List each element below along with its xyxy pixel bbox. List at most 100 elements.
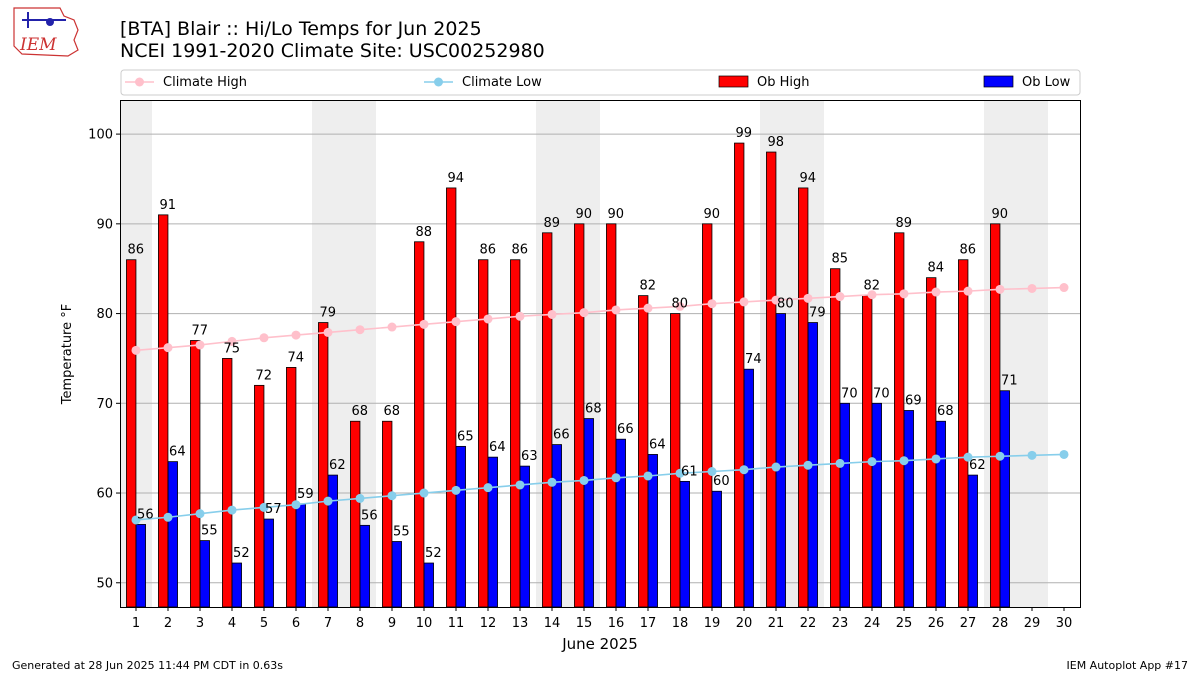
- y-axis-label: Temperature °F: [60, 304, 75, 405]
- climate-low-point-day-21: [771, 462, 781, 472]
- x-tick-label-22: 22: [800, 616, 817, 631]
- bars: [126, 142, 1010, 608]
- climate-high-point-day-17: [643, 303, 653, 313]
- climate-low-point-day-11: [451, 485, 461, 495]
- climate-high-point-day-30: [1059, 283, 1069, 293]
- climate-low-point-day-27: [963, 452, 973, 462]
- x-tick-label-11: 11: [448, 616, 465, 631]
- legend: Climate High Climate Low Ob High Ob Low: [120, 69, 1081, 96]
- climate-high-point-day-18: [675, 301, 685, 311]
- ob-high-label-day-27: 86: [959, 243, 976, 258]
- ob-high-bar-day-26: [926, 277, 937, 608]
- legend-climate-high: Climate High: [125, 75, 247, 90]
- ob-high-label-day-18: 80: [671, 297, 688, 312]
- x-tick-label-10: 10: [416, 616, 433, 631]
- y-gridlines: [120, 133, 1080, 584]
- ob-low-label-day-20: 74: [745, 352, 762, 367]
- climate-high-point-day-29: [1027, 283, 1037, 293]
- ob-low-bar-day-5: [263, 518, 274, 608]
- ob-low-bar-day-28: [999, 390, 1010, 608]
- logo-text: IEM: [19, 35, 57, 55]
- legend-ob-high: Ob High: [718, 75, 810, 90]
- ob-high-bar-day-5: [254, 384, 265, 608]
- climate-high-point-day-15: [579, 308, 589, 318]
- legend-ob-low: Ob Low: [983, 75, 1071, 90]
- x-tick-label-2: 2: [164, 616, 172, 631]
- ob-high-label-day-1: 86: [127, 243, 144, 258]
- ob-high-label-day-20: 99: [735, 126, 752, 141]
- ob-high-bar-day-9: [382, 420, 393, 608]
- climate-low-point-day-4: [227, 505, 237, 515]
- ob-high-bar-day-20: [734, 142, 745, 608]
- ob-low-label-day-6: 59: [297, 487, 314, 502]
- climate-low-point-day-12: [483, 483, 493, 493]
- ob-low-label-day-21: 80: [777, 297, 794, 312]
- climate-low-point-day-16: [611, 473, 621, 483]
- y-tick-label-80: 80: [96, 307, 113, 322]
- x-tick-label-27: 27: [960, 616, 977, 631]
- ob-low-bar-day-24: [871, 402, 882, 608]
- x-tick-label-13: 13: [512, 616, 529, 631]
- ob-high-bar-day-8: [350, 420, 361, 608]
- ob-high-label-day-11: 94: [447, 171, 464, 186]
- ob-high-label-day-4: 75: [223, 341, 240, 356]
- ob-high-bar-day-27: [958, 259, 969, 608]
- climate-high-point-day-5: [259, 333, 269, 343]
- ob-high-bar-day-4: [222, 358, 233, 608]
- climate-high-point-day-27: [963, 286, 973, 296]
- ob-low-label-day-23: 70: [841, 386, 858, 401]
- y-tick-label-90: 90: [96, 217, 113, 232]
- ob-high-label-day-19: 90: [703, 207, 720, 222]
- ob-low-bar-day-7: [327, 474, 338, 608]
- ob-high-label-day-23: 85: [831, 252, 848, 267]
- ob-low-label-day-25: 69: [905, 393, 922, 408]
- bar-value-labels: 86 91 77 75 72 74 79 68 68 88 94 86 86 89 90 90 82 80 90 99…: [127, 126, 1017, 561]
- climate-high-point-day-13: [515, 311, 525, 321]
- ob-high-label-day-25: 89: [895, 216, 912, 231]
- climate-low-point-day-28: [995, 451, 1005, 461]
- chart-title: [BTA] Blair :: Hi/Lo Temps for Jun 2025: [120, 18, 482, 40]
- climate-low-point-day-3: [195, 509, 205, 519]
- ob-high-label-day-14: 89: [543, 216, 560, 231]
- ob-high-bar-day-12: [478, 259, 489, 608]
- climate-low-point-day-13: [515, 480, 525, 490]
- ob-high-label-day-15: 90: [575, 207, 592, 222]
- ob-high-bar-day-3: [190, 340, 201, 608]
- climate-high-point-day-3: [195, 340, 205, 350]
- ob-low-label-day-14: 66: [553, 428, 570, 443]
- x-tick-label-18: 18: [672, 616, 689, 631]
- climate-low-point-day-26: [931, 454, 941, 464]
- x-tick-label-1: 1: [132, 616, 140, 631]
- plot-frame: [120, 100, 1081, 608]
- ob-high-label-day-22: 94: [799, 171, 816, 186]
- x-tick-label-7: 7: [324, 616, 332, 631]
- climate-low-line: [135, 453, 1065, 521]
- climate-low-point-day-30: [1059, 449, 1069, 459]
- ob-low-bar-day-25: [903, 410, 914, 608]
- climate-low-point-day-8: [355, 493, 365, 503]
- ob-high-bar-day-6: [286, 367, 297, 608]
- climate-low-point-day-24: [867, 457, 877, 467]
- ob-high-label-day-13: 86: [511, 243, 528, 258]
- x-tick-label-5: 5: [260, 616, 268, 631]
- ob-high-bar-day-22: [798, 187, 809, 608]
- ob-low-bar-day-21: [775, 313, 786, 608]
- climate-low-point-day-20: [739, 465, 749, 475]
- footer-generated: Generated at 28 Jun 2025 11:44 PM CDT in…: [12, 659, 284, 672]
- ob-low-label-day-15: 68: [585, 402, 602, 417]
- climate-low-point-day-23: [835, 458, 845, 468]
- x-tick-label-15: 15: [576, 616, 593, 631]
- legend-label-ob-high: Ob High: [757, 75, 810, 90]
- x-tick-label-4: 4: [228, 616, 236, 631]
- ob-low-label-day-1: 56: [137, 507, 154, 522]
- x-tick-label-20: 20: [736, 616, 753, 631]
- climate-high-point-day-7: [323, 327, 333, 337]
- ob-high-label-day-2: 91: [159, 198, 176, 213]
- ob-low-label-day-2: 64: [169, 445, 186, 460]
- y-tick-label-60: 60: [96, 487, 113, 502]
- legend-label-climate-low: Climate Low: [462, 75, 542, 90]
- x-tick-label-25: 25: [896, 616, 913, 631]
- ob-high-label-day-3: 77: [191, 323, 208, 338]
- x-tick-label-8: 8: [356, 616, 364, 631]
